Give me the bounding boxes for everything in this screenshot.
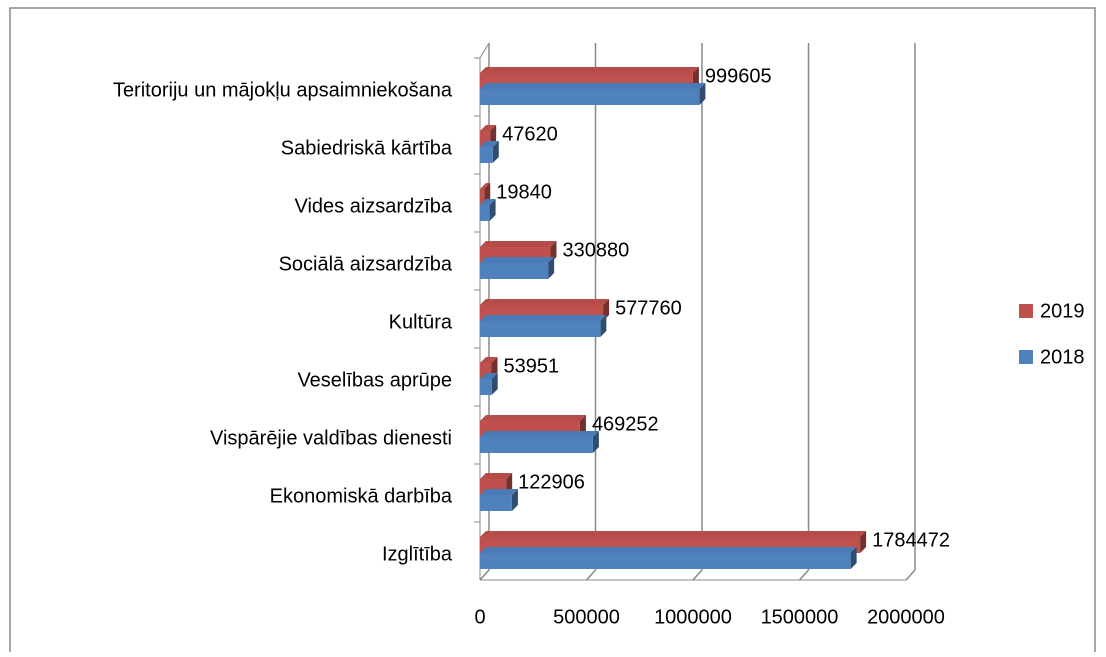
- grid-floor: [692, 569, 703, 581]
- bar: [480, 147, 493, 163]
- bar: [480, 363, 492, 379]
- bar: [480, 321, 601, 337]
- data-label: 469252: [592, 413, 659, 435]
- bar-top: [480, 547, 857, 553]
- bar-side: [592, 431, 599, 453]
- bar-top: [480, 431, 599, 437]
- bar-top: [480, 241, 557, 247]
- bar-side: [492, 141, 499, 163]
- bar: [480, 263, 549, 279]
- grid-floor: [798, 569, 810, 581]
- y-tick-label: Sociālā aizsardzība: [279, 253, 453, 275]
- y-tick-label: Vides aizsardzība: [295, 195, 453, 217]
- x-tick-label: 0: [474, 606, 485, 628]
- y-tick-label: Sabiedriskā kārtība: [281, 137, 453, 159]
- y-tick-label: Teritoriju un mājokļu apsaimniekošana: [113, 79, 453, 101]
- bar: [480, 495, 512, 511]
- bar-top: [480, 299, 610, 305]
- x-tick-label: 1500000: [761, 606, 839, 628]
- data-label: 47620: [502, 123, 558, 145]
- bar-top: [480, 315, 607, 321]
- bar: [480, 553, 851, 569]
- bar-top: [480, 141, 499, 147]
- bar-top: [480, 489, 518, 495]
- data-label: 577760: [615, 297, 682, 319]
- x-tick-label: 500000: [553, 606, 620, 628]
- legend-label: 2018: [1040, 346, 1085, 368]
- y-tick-label: Kultūra: [389, 311, 453, 333]
- x-tick-label: 1000000: [654, 606, 732, 628]
- bar-top: [480, 183, 491, 189]
- y-tick-label: Vispārējie valdības dienesti: [210, 427, 452, 449]
- data-label: 122906: [518, 471, 585, 493]
- grid-floor: [585, 569, 597, 581]
- bar-top: [480, 415, 586, 421]
- bar: [480, 131, 491, 147]
- x-tick-label: 2000000: [867, 606, 945, 628]
- bar-top: [480, 357, 498, 363]
- legend-swatch: [1019, 350, 1033, 364]
- y-tick-label: Izglītība: [382, 543, 453, 565]
- bar-top: [480, 373, 498, 379]
- y-tick-label: Ekonomiskā darbība: [270, 485, 453, 507]
- data-label: 19840: [496, 181, 552, 203]
- bar-side: [850, 547, 857, 569]
- bar: [480, 189, 485, 205]
- legend-label: 2019: [1040, 300, 1085, 322]
- bar: [480, 437, 593, 453]
- grid-floor: [479, 569, 490, 581]
- bar-side: [489, 199, 496, 221]
- bar-top: [480, 531, 867, 537]
- data-label: 1784472: [872, 529, 950, 551]
- data-label: 999605: [705, 65, 772, 87]
- bar-side: [600, 315, 607, 337]
- legend-swatch: [1019, 304, 1033, 318]
- bar-side: [511, 489, 518, 511]
- data-label: 53951: [503, 355, 559, 377]
- bar-top: [480, 257, 555, 263]
- left-wall-top: [479, 42, 490, 59]
- bar: [480, 89, 700, 105]
- bar-top: [480, 473, 513, 479]
- bar-top: [480, 199, 496, 205]
- bar-side: [860, 531, 867, 553]
- bar-top: [480, 125, 497, 131]
- bar: [480, 205, 490, 221]
- bar: [480, 379, 492, 395]
- bar-top: [480, 83, 706, 89]
- bar-side: [491, 373, 498, 395]
- bar-side: [699, 83, 706, 105]
- bar-side: [548, 257, 555, 279]
- bar-top: [480, 67, 699, 73]
- y-tick-label: Veselības aprūpe: [297, 369, 452, 391]
- grid-floor: [905, 569, 916, 581]
- data-label: 330880: [562, 239, 629, 261]
